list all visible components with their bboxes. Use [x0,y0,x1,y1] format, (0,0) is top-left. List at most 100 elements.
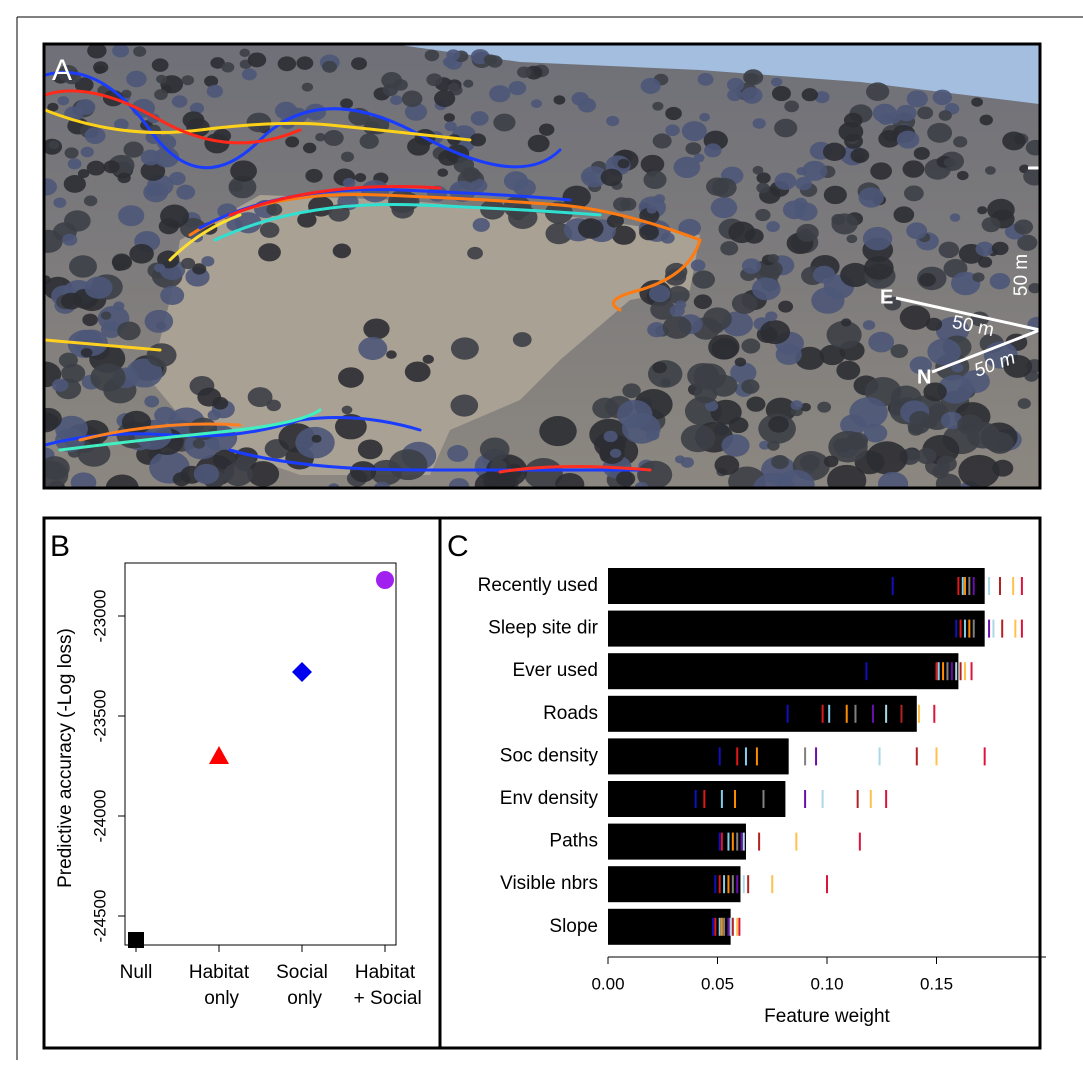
shrub [680,457,694,468]
bar [608,695,917,732]
shrub [932,89,953,106]
category-label: Env density [500,788,599,809]
shrub [1014,219,1034,235]
shrub [819,344,846,366]
shrub [154,89,168,100]
shrub [756,172,771,184]
shrub [156,74,168,84]
shrub [62,233,78,246]
y-tick-label: -24500 [90,890,109,943]
shrub [129,243,154,264]
shrub [756,182,770,194]
shrub [578,218,604,239]
shrub [843,112,863,128]
shrub [82,313,98,327]
category-label: Recently used [478,575,598,596]
shrub [197,387,222,407]
shrub [823,185,847,205]
shrub [207,409,221,421]
shrub [778,300,794,313]
shrub [354,173,367,183]
shrub [48,140,60,150]
shrub [811,287,845,314]
shrub [555,472,585,487]
shrub [470,111,489,126]
shrub [831,213,858,235]
shrub [524,458,563,487]
shrub [705,400,719,412]
shrub [401,90,423,107]
panel-frame [42,42,1042,490]
shrub [979,114,993,126]
shrub [424,49,440,62]
shrub [201,256,215,267]
shrub [315,133,326,142]
shrub [328,483,340,487]
shrub [956,170,969,181]
shrub [349,461,377,483]
shrub [766,221,780,233]
shrub [741,338,761,354]
y-axis-label: Predictive accuracy (-Log loss) [55,628,76,888]
shrub [704,143,722,158]
shrub [977,206,988,215]
shrub [822,142,846,162]
shrub [693,294,713,310]
shrub [760,260,783,279]
shrub [63,175,86,193]
shrub [650,299,676,320]
shrub [443,113,455,123]
shrub [437,168,449,177]
shrub [311,434,322,443]
shrub [893,206,915,223]
shrub [971,97,983,107]
shrub [247,52,267,68]
shrub [741,86,763,104]
shrub [450,394,479,417]
shrub [903,185,924,202]
shrub [359,133,379,149]
shrub [493,113,516,132]
shrub [703,307,732,331]
shrub [266,203,283,216]
shrub [322,60,337,73]
shrub [730,362,757,384]
shrub [103,160,120,174]
bar [608,908,731,945]
shrub [678,218,702,238]
shrub [382,83,399,97]
shrub [692,270,716,289]
category-label: Roads [543,703,598,724]
shrub [143,182,169,203]
x-tick-label: 0.10 [810,974,843,993]
shrub [422,354,434,364]
shrub [622,383,641,399]
shrub [373,481,391,487]
shrub [906,90,928,108]
shrub [755,208,771,222]
shrub [527,134,550,153]
shrub [151,58,169,72]
shrub [849,397,888,428]
shrub [47,102,59,112]
shrub [665,106,682,121]
shrub [204,75,219,87]
shrub [247,461,280,487]
shrub [407,137,430,156]
shrub [144,395,160,408]
panel-frame [42,516,1042,1050]
landscape-image [45,45,1039,487]
shrub [126,70,147,88]
shrub [467,246,483,260]
shrub [447,82,460,93]
shrub [302,142,317,154]
shrub [361,180,390,203]
shrub [305,168,323,183]
shrub [836,360,861,380]
shrub [404,103,428,121]
shrub [767,254,779,264]
shrub [862,320,876,331]
category-label: Soc density [500,745,599,766]
shrub [646,205,657,214]
